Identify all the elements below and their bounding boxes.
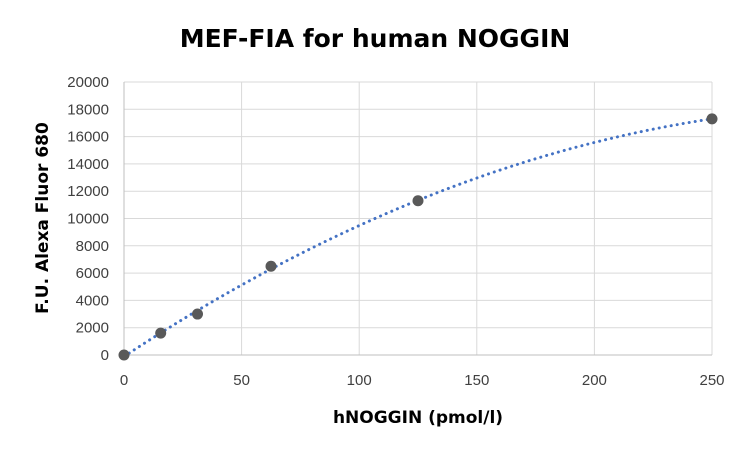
y-tick-label: 10000 <box>67 211 109 228</box>
y-tick-labels: 0 2000 4000 6000 8000 10000 12000 14000 16000 180… <box>67 74 109 364</box>
x-tick-label: 150 <box>464 372 489 389</box>
y-tick-label: 14000 <box>67 156 109 173</box>
data-point <box>412 195 424 207</box>
y-tick-label: 18000 <box>67 101 109 118</box>
x-tick-labels: 0 50 100 150 200 250 <box>120 372 725 389</box>
x-tick-label: 50 <box>233 372 250 389</box>
data-point <box>265 260 277 272</box>
trendline <box>122 117 714 359</box>
x-tick-label: 250 <box>699 372 724 389</box>
data-point <box>192 308 203 320</box>
x-tick-label: 100 <box>347 372 372 389</box>
data-point <box>706 113 718 125</box>
x-tick-label: 0 <box>120 372 128 389</box>
y-tick-label: 2000 <box>76 320 109 337</box>
y-tick-label: 4000 <box>76 292 109 309</box>
y-tick-label: 8000 <box>76 238 109 255</box>
gridlines <box>124 81 713 355</box>
y-tick-label: 20000 <box>67 74 109 91</box>
y-axis-label: F.U. Alexa Fluor 680 <box>33 122 53 314</box>
trendline-path <box>122 117 714 359</box>
data-point <box>155 327 167 339</box>
y-tick-label: 16000 <box>67 129 109 146</box>
axes <box>123 82 712 356</box>
y-tick-label: 6000 <box>76 265 109 282</box>
data-points <box>118 113 718 361</box>
y-tick-label: 12000 <box>67 183 109 200</box>
data-point <box>118 349 130 361</box>
y-tick-label: 0 <box>101 347 109 364</box>
chart-title: MEF-FIA for human NOGGIN <box>180 24 571 53</box>
x-axis-label: hNOGGIN (pmol/l) <box>333 408 503 428</box>
x-tick-label: 200 <box>582 372 607 389</box>
